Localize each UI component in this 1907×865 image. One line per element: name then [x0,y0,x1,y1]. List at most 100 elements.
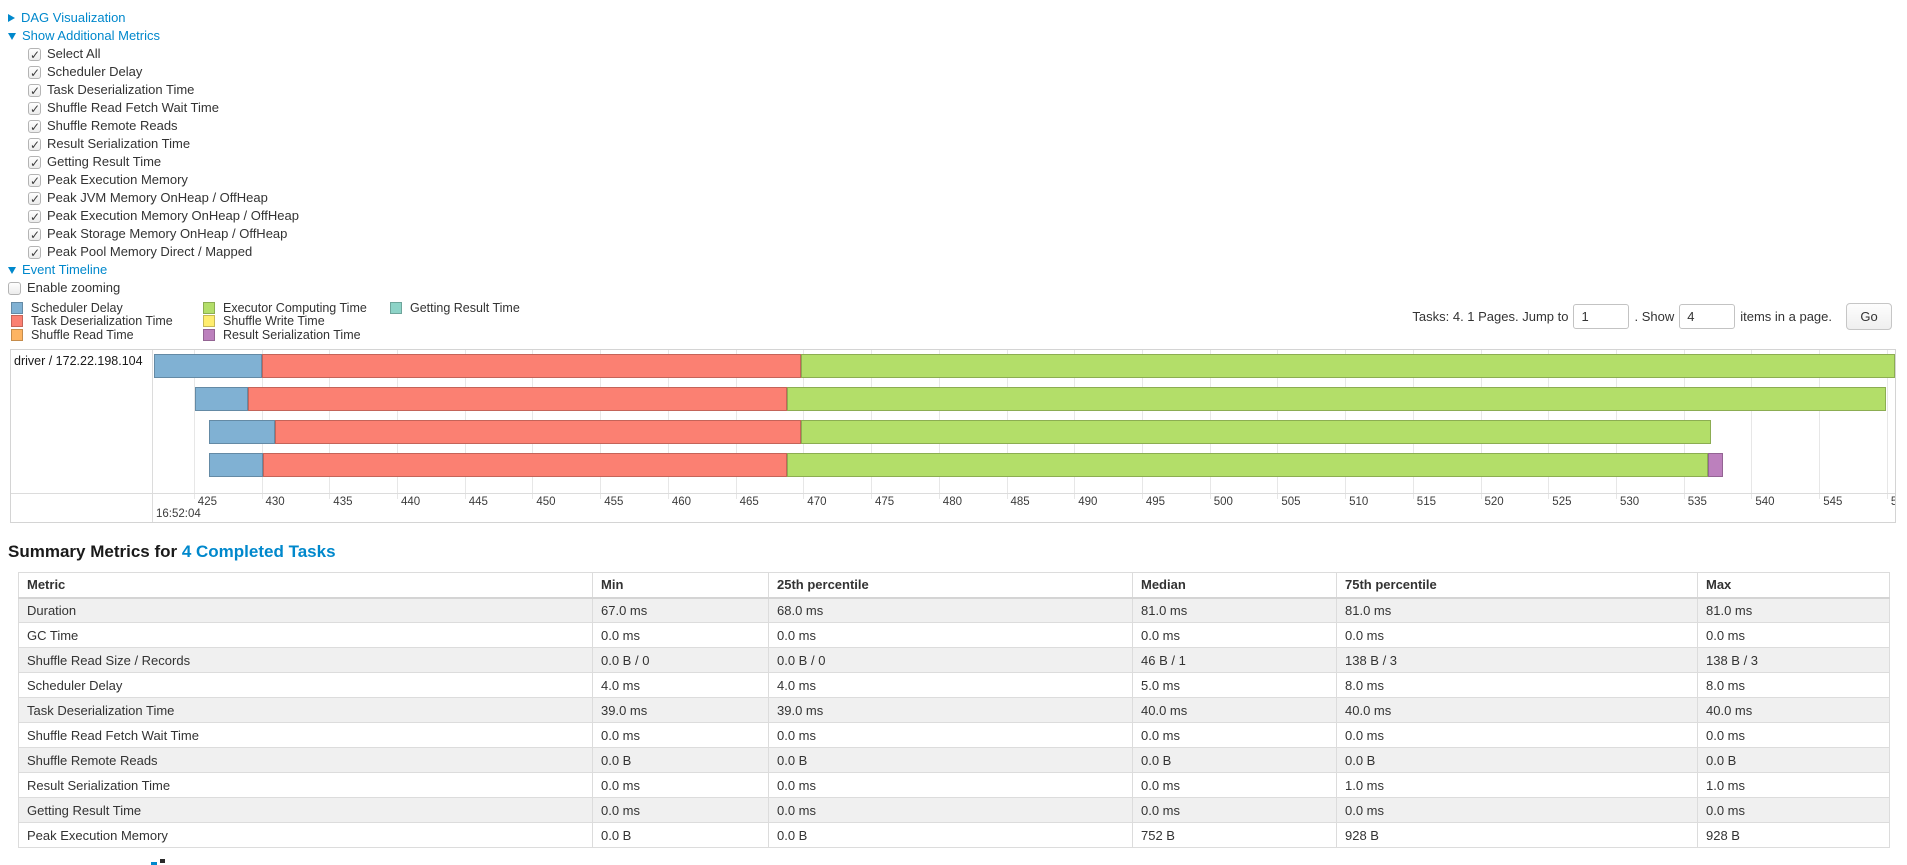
dag-visualization-toggle[interactable]: DAG Visualization [8,9,299,27]
metric-checkbox-label: Task Deserialization Time [47,82,195,97]
timeline-tick-label: 545 [1823,496,1843,508]
event-timeline-chart: driver / 172.22.198.104 425 430 435 440 445 4… [10,349,1896,523]
table-row: Duration 67.0 ms 68.0 ms 81.0 ms 81.0 ms 81.0… [18,597,1890,623]
timeline-tick-label: 460 [671,496,692,508]
timeline-gridline [193,350,195,499]
legend-swatch [390,301,402,314]
metric-checkbox[interactable] [28,46,41,64]
metric-name-cell: GC Time [18,622,593,648]
metric-value-cell: 0.0 B [592,822,769,848]
metric-checkbox[interactable] [28,244,41,262]
timeline-major-label: 16:52:04 [156,508,201,520]
table-row: Result Serialization Time 0.0 ms 0.0 ms 0.0… [18,772,1890,798]
metric-value-cell: 752 B [1132,822,1337,848]
task-segment-executor-computing[interactable] [800,354,1895,378]
metric-checkbox[interactable] [28,172,41,190]
metric-value-cell: 4.0 ms [768,672,1133,698]
metric-checkbox[interactable] [28,118,41,136]
column-header: Median [1132,572,1337,599]
legend-label: Scheduler Delay [31,300,123,315]
legend-swatch [203,301,215,314]
legend-swatch [203,328,215,341]
legend-label: Shuffle Read Time [31,327,134,342]
metric-checkbox-row: Result Serialization Time [8,135,299,154]
legend-item: Shuffle Read Time [11,328,203,342]
metric-value-cell: 8.0 ms [1697,672,1890,698]
items-per-page-input[interactable] [1679,303,1736,329]
metric-checkbox-row: Peak Pool Memory Direct / Mapped [8,243,299,262]
metric-checkbox[interactable] [28,190,41,208]
legend-swatch [203,315,215,328]
task-segment-executor-computing[interactable] [787,453,1709,477]
expanded-arrow-icon [8,32,16,40]
metric-checkbox[interactable] [28,154,41,172]
metric-checkbox-label: Result Serialization Time [47,136,191,151]
metric-checkbox-label: Scheduler Delay [47,64,143,79]
metric-checkbox[interactable] [28,226,41,244]
metric-checkbox-row: Peak Execution Memory [8,171,299,190]
show-additional-metrics-link[interactable]: Show Additional Metrics [22,28,161,43]
go-button[interactable]: Go [1846,302,1892,330]
metric-checkbox[interactable] [28,208,41,226]
metric-value-cell: 0.0 ms [768,797,1133,823]
enable-zooming-checkbox[interactable] [8,281,21,295]
timeline-tick-label: 490 [1078,496,1098,508]
task-segment-task-deserialization[interactable] [261,354,801,378]
event-timeline-toggle[interactable]: Event Timeline [8,261,299,279]
metric-value-cell: 0.0 B [592,747,769,773]
metric-checkbox[interactable] [28,82,41,100]
legend-column: Executor Computing Time Shuffle Write Tim… [203,301,390,342]
metric-checkbox-row: Peak Storage Memory OnHeap / OffHeap [8,225,299,244]
metric-value-cell: 0.0 ms [1132,797,1337,823]
timeline-tick-label: 475 [875,496,895,508]
task-segment-scheduler-delay[interactable] [208,420,276,444]
task-segment-scheduler-delay[interactable] [195,387,248,411]
metric-name-cell: Shuffle Read Size / Records [18,647,593,673]
metric-name-cell: Result Serialization Time [18,772,593,798]
metric-checkbox[interactable] [28,100,41,118]
metric-checkbox-row: Shuffle Remote Reads [8,117,299,136]
pagination-suffix-text: items in a page. [1740,308,1832,324]
table-row: Task Deserialization Time 39.0 ms 39.0 ms 4… [18,697,1890,723]
table-header-row: Metric Min 25th percentile Median 75th perce… [18,572,1890,599]
timeline-tick-label: 520 [1484,496,1504,508]
metric-value-cell: 138 B / 3 [1697,647,1890,673]
enable-zooming-row: Enable zooming [8,279,299,297]
metric-checkbox[interactable] [28,64,41,82]
metric-checkbox-row: Task Deserialization Time [8,81,299,100]
metric-checkbox[interactable] [28,136,41,154]
metric-value-cell: 8.0 ms [1336,672,1698,698]
metric-checkbox-label: Shuffle Read Fetch Wait Time [47,100,219,115]
legend-item: Task Deserialization Time [11,314,203,328]
table-row: GC Time 0.0 ms 0.0 ms 0.0 ms 0.0 ms 0.0 ms [18,622,1890,648]
event-timeline-link[interactable]: Event Timeline [22,262,108,277]
metric-checkbox-row: Peak Execution Memory OnHeap / OffHeap [8,207,299,226]
metric-value-cell: 0.0 ms [1697,622,1890,648]
clipped-next-section [143,859,363,865]
jump-to-page-input[interactable] [1573,303,1630,329]
task-segment-task-deserialization[interactable] [262,453,788,477]
show-additional-metrics-toggle[interactable]: Show Additional Metrics [8,27,299,45]
task-segment-task-deserialization[interactable] [248,387,788,411]
task-segment-task-deserialization[interactable] [275,420,801,444]
task-segment-executor-computing[interactable] [800,420,1711,444]
metric-checkbox-row: Scheduler Delay [8,63,299,82]
timeline-tick-label: 525 [1552,496,1572,508]
timeline-tick-label: 510 [1349,496,1369,508]
dag-visualization-link[interactable]: DAG Visualization [21,10,126,25]
task-segment-result-serialization[interactable] [1708,453,1723,477]
task-segment-executor-computing[interactable] [787,387,1886,411]
metric-value-cell: 0.0 ms [592,797,769,823]
metric-value-cell: 0.0 ms [1132,622,1337,648]
timeline-tick-label: 455 [604,496,624,508]
task-segment-scheduler-delay[interactable] [154,354,262,378]
legend-item: Result Serialization Time [203,328,390,342]
timeline-tick-label: 495 [1145,496,1166,508]
metric-value-cell: 81.0 ms [1697,597,1890,623]
metric-value-cell: 1.0 ms [1336,772,1698,798]
completed-tasks-link[interactable]: 4 Completed Tasks [181,542,336,561]
legend-item: Getting Result Time [390,301,520,315]
metric-value-cell: 0.0 ms [1697,722,1890,748]
task-segment-scheduler-delay[interactable] [208,453,263,477]
